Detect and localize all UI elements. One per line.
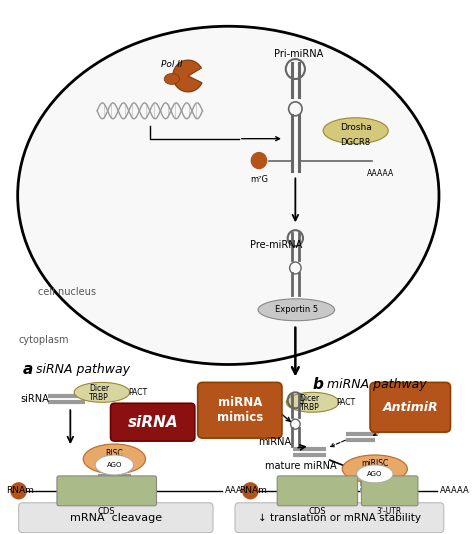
Text: PACT: PACT xyxy=(337,398,356,407)
Text: AAAAA: AAAAA xyxy=(225,486,254,496)
Text: miRNA: miRNA xyxy=(258,437,291,447)
Text: Exportin 5: Exportin 5 xyxy=(275,305,318,315)
Text: siRNA: siRNA xyxy=(128,415,178,430)
Text: Pol II: Pol II xyxy=(161,60,182,69)
Ellipse shape xyxy=(286,392,339,412)
FancyBboxPatch shape xyxy=(18,503,213,532)
Ellipse shape xyxy=(95,455,134,475)
Text: a: a xyxy=(22,362,33,376)
Text: mature miRNA: mature miRNA xyxy=(264,461,337,471)
FancyBboxPatch shape xyxy=(198,382,282,438)
Ellipse shape xyxy=(83,444,146,474)
Ellipse shape xyxy=(18,26,439,365)
Text: mRNA  cleavage: mRNA cleavage xyxy=(70,513,163,523)
Ellipse shape xyxy=(342,455,407,483)
Text: RISC: RISC xyxy=(106,449,123,458)
FancyBboxPatch shape xyxy=(235,503,444,532)
Ellipse shape xyxy=(258,299,335,321)
Text: Dicer: Dicer xyxy=(89,384,109,393)
Text: siRNA: siRNA xyxy=(20,394,49,404)
Text: m⁷G: m⁷G xyxy=(250,176,268,184)
Text: b: b xyxy=(312,378,323,392)
Text: CDS: CDS xyxy=(98,507,116,516)
Circle shape xyxy=(11,483,26,499)
Text: Dicer: Dicer xyxy=(300,394,320,403)
Ellipse shape xyxy=(164,74,180,84)
Text: ↓ translation or mRNA stability: ↓ translation or mRNA stability xyxy=(258,513,421,523)
Ellipse shape xyxy=(323,118,388,144)
Text: CDS: CDS xyxy=(309,507,326,516)
Text: Drosha: Drosha xyxy=(340,123,372,132)
Circle shape xyxy=(243,483,258,499)
Ellipse shape xyxy=(356,465,393,483)
Text: TRBP: TRBP xyxy=(89,393,109,402)
Text: AGO: AGO xyxy=(107,462,122,468)
Text: AGO: AGO xyxy=(367,471,383,477)
Ellipse shape xyxy=(74,382,130,402)
Text: siRNA pathway: siRNA pathway xyxy=(36,363,130,375)
Text: RNAm: RNAm xyxy=(6,486,34,496)
Circle shape xyxy=(251,153,267,169)
Wedge shape xyxy=(173,60,202,92)
Text: cell nucleus: cell nucleus xyxy=(38,287,96,297)
Text: miRISC: miRISC xyxy=(361,459,389,468)
FancyBboxPatch shape xyxy=(57,476,156,506)
FancyBboxPatch shape xyxy=(110,403,195,441)
Text: AAAAA: AAAAA xyxy=(367,169,394,177)
Text: TRBP: TRBP xyxy=(300,403,319,412)
Text: cytoplasm: cytoplasm xyxy=(18,335,69,344)
Text: AntimiR: AntimiR xyxy=(383,400,438,414)
Text: Pri-miRNA: Pri-miRNA xyxy=(274,49,324,59)
Text: Pre-miRNA: Pre-miRNA xyxy=(250,240,302,250)
Text: miRNA
mimics: miRNA mimics xyxy=(217,396,263,424)
Text: PACT: PACT xyxy=(128,388,147,397)
FancyBboxPatch shape xyxy=(361,476,418,506)
Text: DGCR8: DGCR8 xyxy=(341,138,371,147)
FancyBboxPatch shape xyxy=(370,382,450,432)
Text: 3'-UTR: 3'-UTR xyxy=(376,507,402,516)
FancyBboxPatch shape xyxy=(277,476,357,506)
Text: AAAAA: AAAAA xyxy=(440,486,470,496)
Text: RNAm: RNAm xyxy=(239,486,267,496)
Text: miRNA pathway: miRNA pathway xyxy=(327,379,427,391)
